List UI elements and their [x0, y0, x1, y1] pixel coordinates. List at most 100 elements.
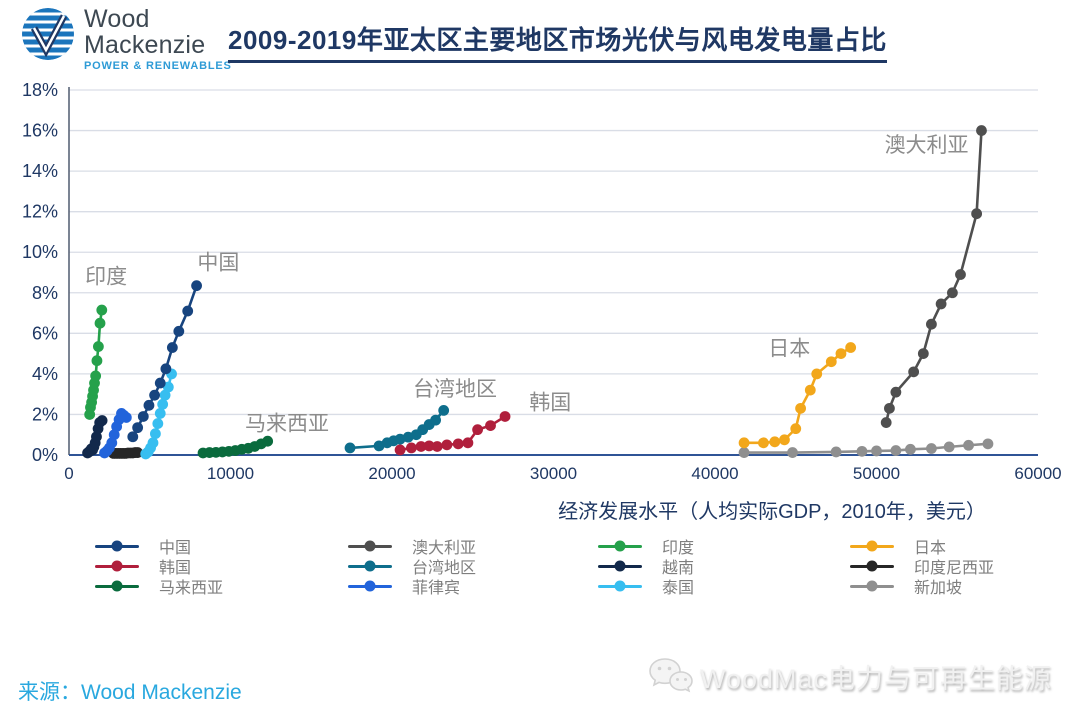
legend-marker [598, 540, 642, 552]
legend-marker [95, 560, 139, 572]
gridlines [69, 89, 1038, 416]
logo-tagline: POWER & RENEWABLES [84, 60, 232, 72]
data-point [804, 384, 816, 396]
data-point [91, 431, 102, 443]
x-tick-label: 0 [64, 464, 73, 483]
data-point [835, 348, 847, 360]
data-point [173, 325, 185, 337]
y-tick-label: 4% [32, 364, 58, 384]
page-title: 2009-2019年亚太区主要地区市场光伏与风电发电量占比 [228, 20, 887, 63]
legend-item-印度: 印度 [598, 536, 694, 557]
data-point [160, 363, 172, 375]
country-label: 澳大利亚 [885, 134, 969, 157]
y-tick-label: 18% [22, 80, 58, 100]
data-point [143, 399, 155, 411]
series-马来西亚 [197, 435, 274, 459]
legend-item-泰国: 泰国 [598, 576, 695, 597]
country-label: 台湾地区 [413, 378, 497, 401]
legend-item-澳大利亚: 澳大利亚 [348, 536, 476, 557]
legend-dot [364, 560, 376, 572]
data-point [405, 442, 417, 454]
y-tick-label: 6% [32, 323, 58, 343]
y-tick-labels: 0% 2% 4% 6% 8% 10% 12% 14% 16% 18% [22, 80, 58, 465]
legend-item-菲律宾: 菲律宾 [348, 576, 476, 597]
data-point [154, 377, 166, 389]
data-point [769, 436, 781, 448]
legend-marker [95, 580, 139, 592]
data-point [152, 418, 164, 429]
series-越南 [82, 415, 108, 459]
legend-dot [111, 540, 123, 552]
legend-dot [866, 580, 878, 592]
data-point [830, 446, 842, 458]
data-point [415, 441, 427, 452]
legend-marker [348, 560, 392, 572]
legend-label: 中国 [159, 540, 192, 557]
legend-item-中国: 中国 [95, 536, 223, 557]
y-tick-label: 8% [32, 283, 58, 303]
data-point [394, 433, 406, 445]
legend-dot [866, 540, 878, 552]
series-新加坡 [738, 438, 994, 458]
country-label: 印度 [85, 266, 127, 289]
data-point [976, 125, 987, 136]
source-name: Wood Mackenzie [81, 681, 242, 704]
series-印度 [84, 304, 108, 420]
legend-label: 泰国 [662, 580, 695, 597]
data-point [159, 389, 171, 401]
data-point [971, 208, 983, 220]
data-point [162, 381, 174, 393]
legend-dot [111, 580, 123, 592]
legend-dot [614, 580, 626, 592]
legend-dot [364, 580, 376, 592]
data-point [90, 370, 102, 382]
legend-label: 菲律宾 [412, 580, 461, 597]
data-point [431, 441, 443, 452]
series-中国 [127, 280, 202, 443]
data-point [779, 434, 790, 446]
wechat-icon [649, 658, 693, 693]
data-point [137, 411, 149, 422]
legend-dot [866, 560, 878, 572]
legend-item-越南: 越南 [598, 556, 694, 577]
source-prefix: 来源： [18, 681, 81, 704]
x-tick-label: 40000 [691, 464, 738, 483]
woodmac-globe-icon [22, 8, 74, 60]
chart-legend: 中国 韩国 马来西亚 澳大利亚 台湾地区 菲律宾 印度 越南 泰国 日本 印度尼西亚 新加坡 [0, 536, 1080, 602]
legend-label: 新加坡 [914, 580, 963, 597]
data-point [182, 305, 194, 317]
country-label: 韩国 [529, 391, 571, 414]
data-point [884, 402, 895, 414]
data-point [394, 444, 406, 456]
data-point [955, 269, 966, 280]
data-point [738, 447, 750, 458]
data-point [738, 437, 750, 449]
series-菲律宾 [99, 408, 132, 459]
logo-word-2: Mackenzie [84, 31, 206, 59]
data-point [127, 431, 139, 443]
legend-item-印度尼西亚: 印度尼西亚 [850, 556, 994, 577]
woodmac-logo: Wood Mackenzie [20, 6, 205, 62]
data-point [871, 445, 882, 457]
data-point [485, 420, 496, 431]
legend-column: 日本 印度尼西亚 新加坡 [850, 536, 994, 597]
data-point [947, 287, 958, 299]
data-point [191, 280, 202, 292]
data-point [811, 368, 823, 380]
data-point [441, 439, 453, 451]
x-axis-title: 经济发展水平（人均实际GDP，2010年，美元） [558, 500, 986, 523]
legend-item-马来西亚: 马来西亚 [95, 576, 224, 597]
data-point [926, 318, 937, 330]
series-澳大利亚 [880, 125, 987, 428]
series-line [884, 130, 983, 423]
data-point [856, 445, 868, 457]
data-point [344, 442, 356, 454]
legend-label: 马来西亚 [159, 580, 224, 597]
data-point [423, 440, 435, 452]
wechat-watermark: WoodMac电力与可再生能源 [648, 656, 1052, 696]
legend-marker [598, 560, 642, 572]
data-point [132, 447, 144, 458]
series-台湾地区 [344, 404, 450, 454]
data-point [91, 355, 103, 367]
